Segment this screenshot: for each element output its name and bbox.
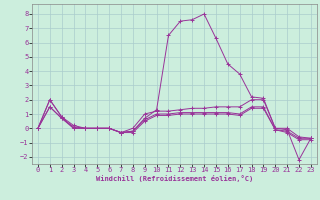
X-axis label: Windchill (Refroidissement éolien,°C): Windchill (Refroidissement éolien,°C)	[96, 175, 253, 182]
